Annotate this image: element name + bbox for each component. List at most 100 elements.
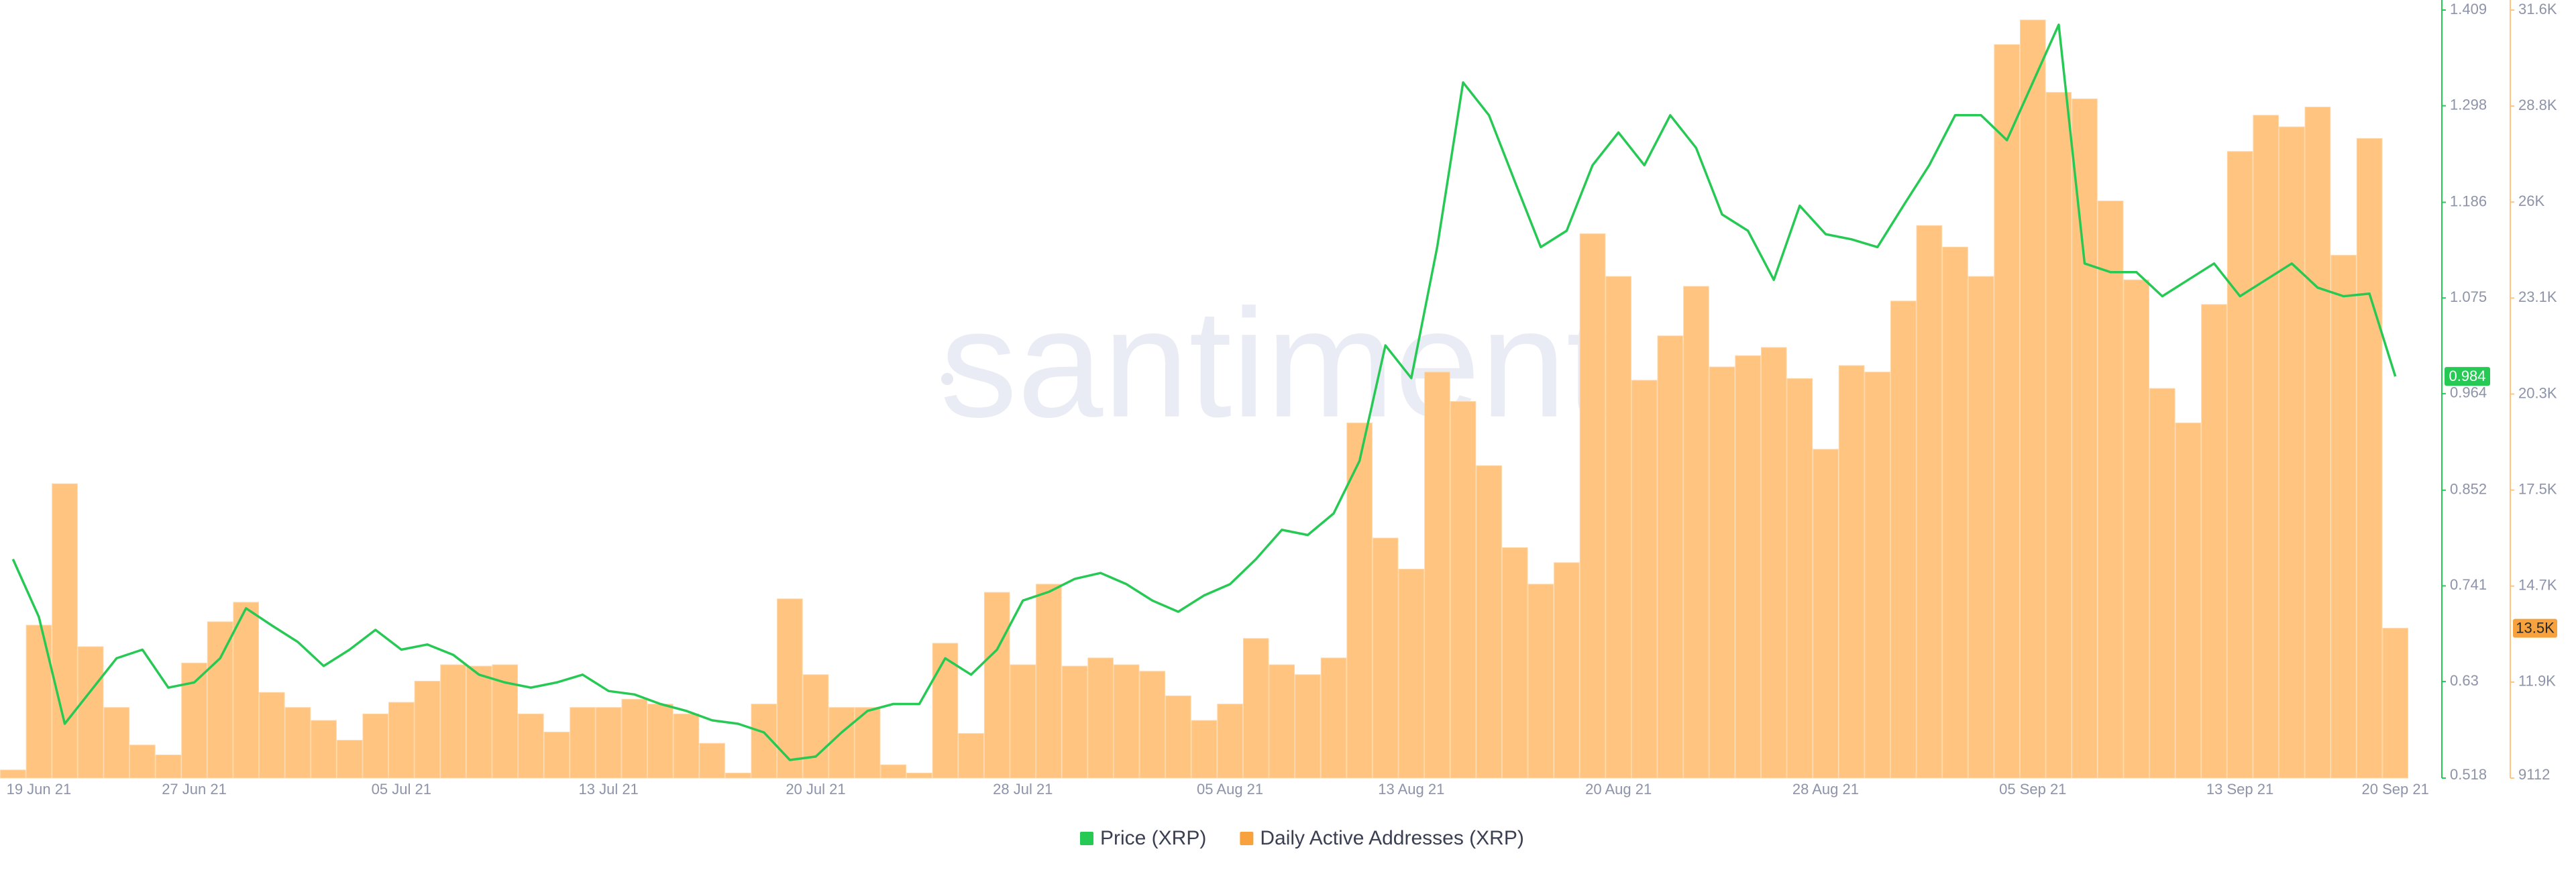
- x-tick-label: 27 Jun 21: [162, 781, 227, 798]
- bar: [1476, 465, 1502, 779]
- bar: [388, 702, 415, 779]
- bar: [181, 663, 207, 779]
- bar: [1838, 365, 1865, 779]
- bar: [518, 713, 544, 779]
- price-badge-label: 0.984: [2449, 368, 2485, 384]
- bar: [259, 692, 285, 779]
- bar: [2045, 92, 2072, 779]
- bar: [828, 707, 855, 779]
- x-tick-label: 05 Jul 21: [372, 781, 431, 798]
- x-tick-label: 05 Sep 21: [1999, 781, 2066, 798]
- bar: [0, 769, 26, 779]
- bar: [2097, 201, 2124, 779]
- bar: [647, 704, 674, 779]
- bar: [2356, 138, 2383, 779]
- y-tick-label: 0.964: [2450, 384, 2487, 401]
- addresses-badge: [2513, 618, 2557, 638]
- y2-tick-label: 14.7K: [2518, 577, 2557, 594]
- bar: [1554, 562, 1580, 779]
- legend-label: Daily Active Addresses (XRP): [1260, 827, 1523, 849]
- y2-tick-label: 31.6K: [2518, 1, 2557, 17]
- y2-tick-label: 28.8K: [2518, 97, 2557, 113]
- bar: [1657, 335, 1684, 779]
- bar: [2175, 423, 2202, 779]
- legend-swatch: [1080, 832, 1093, 845]
- bar: [311, 720, 337, 779]
- bar: [1450, 400, 1477, 779]
- bar: [103, 707, 130, 779]
- x-tick-label: 13 Jul 21: [579, 781, 639, 798]
- bar: [595, 707, 622, 779]
- bar: [958, 732, 984, 779]
- bar: [2123, 279, 2149, 779]
- bar: [1036, 584, 1062, 779]
- price-line: [11, 23, 2397, 761]
- watermark: santiment: [940, 277, 1609, 449]
- x-tick-label: 20 Jul 21: [786, 781, 845, 798]
- bar: [1890, 301, 1917, 779]
- bar: [570, 707, 596, 779]
- bar: [2149, 388, 2176, 779]
- addresses-badge-label: 13.5K: [2516, 619, 2555, 636]
- x-tick-label: 28 Aug 21: [1792, 781, 1859, 798]
- y-tick-label: 1.298: [2450, 96, 2487, 113]
- x-tick-label: 13 Aug 21: [1378, 781, 1444, 798]
- bar: [1813, 449, 1839, 779]
- bar: [2253, 115, 2279, 779]
- legend-label: Price (XRP): [1100, 827, 1206, 849]
- bar: [1087, 657, 1114, 779]
- bar: [2019, 19, 2046, 779]
- lines: [11, 23, 2397, 761]
- legend: Price (XRP) Daily Active Addresses (XRP): [1080, 827, 1524, 849]
- bar: [906, 772, 932, 779]
- y-tick-label: 1.186: [2450, 193, 2487, 209]
- y2-tick-label: 23.1K: [2518, 288, 2557, 305]
- bar: [699, 743, 725, 779]
- bar: [1217, 704, 1243, 779]
- x-tick-label: 05 Aug 21: [1197, 781, 1263, 798]
- bar: [1735, 355, 1761, 779]
- bar: [880, 764, 907, 779]
- y2-tick-label: 20.3K: [2518, 384, 2557, 401]
- bar: [1010, 664, 1036, 779]
- bar: [983, 592, 1010, 779]
- bar: [1994, 44, 2020, 779]
- watermark-text: santiment: [940, 277, 1609, 449]
- y2-tick-label: 26K: [2518, 193, 2544, 209]
- bar: [1760, 347, 1787, 779]
- bar: [1579, 233, 1606, 779]
- bar: [1424, 372, 1450, 779]
- legend-swatch: [1240, 832, 1254, 845]
- x-tick-label: 20 Sep 21: [2362, 781, 2429, 798]
- bar: [1372, 537, 1399, 779]
- bar: [1683, 286, 1709, 779]
- bar: [1191, 720, 1218, 779]
- bar: [440, 664, 466, 779]
- bar: [207, 621, 233, 779]
- bar: [233, 602, 260, 779]
- y-tick-label: 0.852: [2450, 481, 2487, 498]
- bar: [1269, 664, 1295, 779]
- y-tick-label: 0.518: [2450, 766, 2487, 783]
- bar: [1864, 372, 1890, 779]
- x-tick-label: 28 Jul 21: [993, 781, 1053, 798]
- y2-tick-label: 17.5K: [2518, 480, 2557, 497]
- bar: [802, 674, 829, 779]
- bar: [2330, 255, 2357, 779]
- bar: [1527, 584, 1554, 779]
- bar: [1631, 380, 1658, 779]
- bar: [1061, 665, 1088, 779]
- y2-tick-label: 11.9K: [2518, 673, 2556, 690]
- bar: [1942, 246, 1968, 779]
- bar: [2278, 126, 2305, 779]
- bar: [2226, 151, 2253, 779]
- bar: [52, 483, 78, 779]
- bar: [1916, 225, 1943, 779]
- bars: [0, 19, 2409, 779]
- bar: [2382, 628, 2409, 779]
- y-tick-label: 0.63: [2450, 672, 2479, 689]
- bar: [414, 681, 441, 779]
- bar: [1320, 657, 1347, 779]
- bar: [1242, 638, 1269, 779]
